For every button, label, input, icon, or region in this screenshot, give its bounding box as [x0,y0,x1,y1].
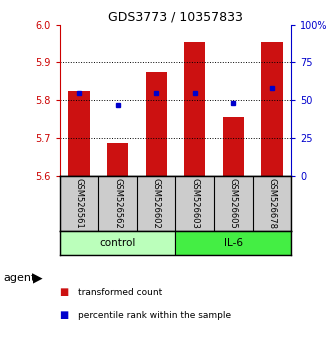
Text: GSM526603: GSM526603 [190,178,199,229]
Bar [223,117,244,176]
Text: ▶: ▶ [33,272,43,284]
Text: transformed count: transformed count [78,287,162,297]
Text: GSM526605: GSM526605 [229,178,238,229]
Text: ■: ■ [60,310,69,320]
Bar [184,42,205,176]
Text: agent: agent [3,273,36,283]
Bar [60,231,175,255]
Title: GDS3773 / 10357833: GDS3773 / 10357833 [108,11,243,24]
Bar [261,42,283,176]
Text: IL-6: IL-6 [224,238,243,248]
Text: GSM526562: GSM526562 [113,178,122,229]
Bar [175,231,291,255]
Text: ■: ■ [60,287,69,297]
Text: percentile rank within the sample: percentile rank within the sample [78,310,231,320]
Bar [68,91,89,176]
Text: GSM526561: GSM526561 [74,178,83,229]
Text: GSM526678: GSM526678 [267,178,276,229]
Text: GSM526602: GSM526602 [152,178,161,229]
Bar [146,72,167,176]
Text: control: control [99,238,136,248]
Bar [107,143,128,176]
